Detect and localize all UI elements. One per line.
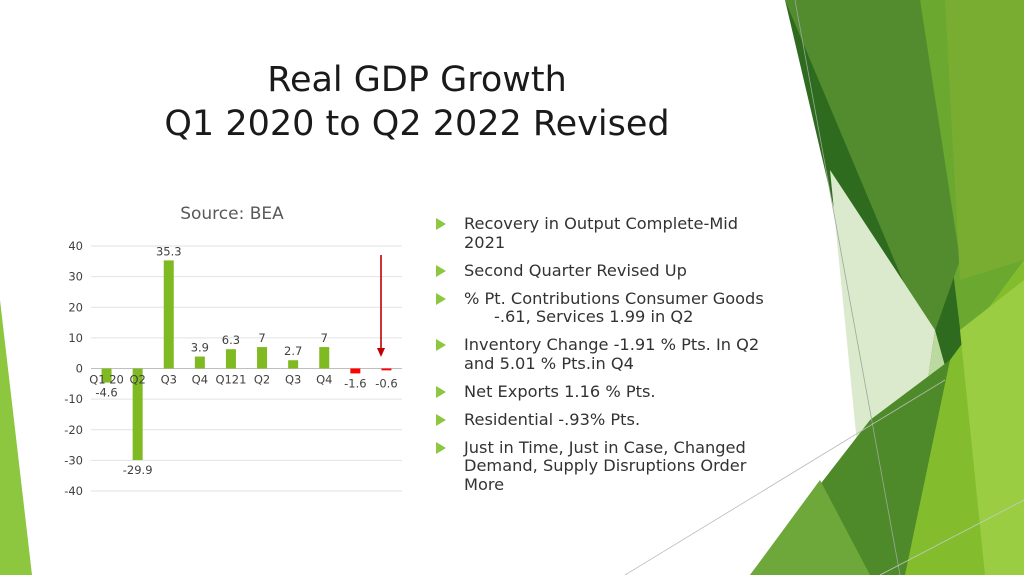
y-tick-label: 30 [68,270,83,284]
triangle-bullet-icon [436,292,446,305]
bar [132,368,143,461]
data-label: 7 [258,331,265,345]
y-tick-label: -10 [64,392,83,406]
triangle-bullet-icon [436,264,446,277]
y-tick-label: -30 [64,453,83,467]
data-label: 35.3 [156,244,182,258]
deco-shape [750,480,870,575]
bar [194,356,205,369]
bullet-item: Recovery in Output Complete-Mid 2021 [435,214,775,252]
bullet-item: Residential -.93% Pts. [435,409,775,430]
x-tick-label: Q4 [192,373,208,387]
y-tick-label: -40 [64,484,83,498]
bullet-item: Just in Time, Just in Case, Changed Dema… [435,437,775,495]
bullet-item: Net Exports 1.16 % Pts. [435,381,775,402]
bar [350,368,361,374]
x-tick-label: Q3 [285,373,301,387]
bullet-text: Net Exports 1.16 % Pts. [464,381,656,401]
x-tick-label: Q2 [254,373,270,387]
bar [163,260,174,369]
gdp-bar-chart: Source: BEA 40 30 20 10 0 -10 -20 -30 -40 -4.6 -2… [64,204,402,498]
data-label: 3.9 [191,341,209,355]
slide-title-line-1: Real GDP Growth [267,60,567,100]
x-tick-label: Q3 [161,373,177,387]
data-label: 7 [321,331,328,345]
chart-title: Source: BEA [180,204,284,224]
y-tick-label: -20 [64,423,83,437]
y-tick-label: 10 [68,331,83,345]
triangle-bullet-icon [436,218,446,230]
bullet-text: Inventory Change -1.91 % Pts. In Q2 and … [464,335,760,373]
bullet-text-continued: -.61, Services 1.99 in Q2 [494,307,694,326]
chart-y-axis: 40 30 20 10 0 -10 -20 -30 -40 [64,239,83,498]
bar [288,360,299,369]
chart-bars [101,260,392,461]
bar [319,347,330,369]
annotation-arrow-head [377,348,385,357]
bar [225,349,236,369]
bullet-text: Residential -.93% Pts. [464,409,641,429]
slide-title: Real GDP Growth Q1 2020 to Q2 2022 Revis… [100,58,734,146]
chart-x-axis: Q1 20 Q2 Q3 Q4 Q121 Q2 Q3 Q4 [89,373,332,387]
deco-shape [785,0,960,345]
deco-shape [960,280,1024,575]
triangle-bullet-icon [436,441,446,454]
bar [101,368,112,383]
x-tick-label: Q1 20 [89,373,124,387]
deco-line [624,379,946,575]
y-tick-label: 20 [68,300,83,314]
data-label: -0.6 [375,377,397,391]
bullet-item: Second Quarter Revised Up [435,260,775,281]
deco-shape-left [0,300,32,575]
bullet-text: % Pt. Contributions Consumer Goods [464,288,764,308]
x-tick-label: Q2 [129,373,145,387]
triangle-bullet-icon [436,339,446,351]
bullet-text: Just in Time, Just in Case, Changed Dema… [464,437,747,494]
bullet-list: Recovery in Output Complete-Mid 2021 Sec… [435,214,775,504]
bullet-text: Recovery in Output Complete-Mid 2021 [464,214,739,252]
y-tick-label: 40 [68,239,83,253]
bar [381,368,392,371]
triangle-bullet-icon [436,385,446,398]
data-label: 6.3 [222,333,240,347]
bullet-text: Second Quarter Revised Up [464,260,687,280]
bar [257,347,268,369]
y-tick-label: 0 [76,362,83,376]
x-tick-label: Q121 [215,373,246,387]
triangle-bullet-icon [436,413,446,426]
chart-data-labels: -4.6 -29.9 35.3 3.9 6.3 7 2.7 7 -1.6 -0.6 [95,244,397,477]
chart-gridlines [91,245,402,492]
data-label: 2.7 [284,344,302,358]
data-label: -29.9 [123,463,153,477]
x-tick-label: Q4 [316,373,332,387]
deco-line [794,0,901,575]
bullet-item: Inventory Change -1.91 % Pts. In Q2 and … [435,335,775,373]
deco-line [879,499,1024,575]
deco-shape [945,0,1024,280]
bullet-item: % Pt. Contributions Consumer Goods -.61, … [435,288,775,327]
slide-title-line-2: Q1 2020 to Q2 2022 Revised [164,104,670,144]
data-label: -1.6 [344,377,366,391]
data-label: -4.6 [95,386,117,400]
annotation-arrow [377,255,385,357]
